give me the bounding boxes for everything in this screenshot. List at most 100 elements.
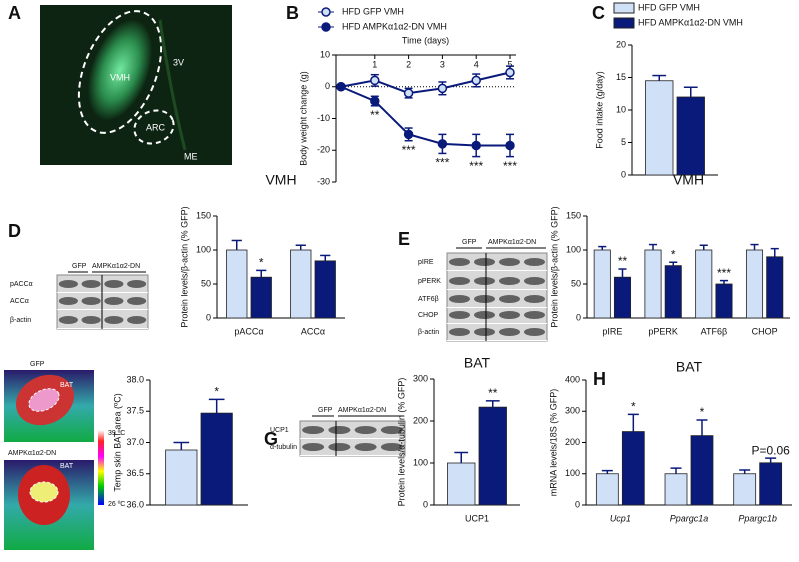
x-tick-label: 4	[474, 59, 479, 69]
western-blot: GFP AMPKα1α2-DN UCP1 α-tubulin	[270, 407, 404, 451]
error-bar	[320, 254, 331, 261]
blot-group: AMPKα1α2-DN	[92, 263, 140, 270]
y-axis-title: mRNA levels/18S (% GFP)	[548, 389, 558, 497]
y-tick-label: 200	[565, 437, 580, 447]
blot-band	[524, 277, 545, 285]
blot-row-label: CHOP	[418, 312, 439, 319]
bar	[690, 435, 714, 506]
y-tick-label: 100	[566, 244, 581, 254]
x-tick-label: UCP1	[465, 513, 489, 523]
blot-band	[524, 311, 545, 319]
legend-label: HFD GFP VMH	[638, 2, 700, 12]
error-bar	[598, 245, 607, 250]
blot-band	[449, 258, 470, 266]
blot-group: AMPKα1α2-DN	[488, 239, 536, 246]
panel-letter: H	[593, 369, 606, 389]
blot-band	[380, 443, 403, 451]
blot-band	[127, 280, 147, 288]
y-tick-label: 100	[413, 457, 428, 467]
blot-band	[524, 258, 545, 266]
bar	[595, 473, 619, 506]
x-tick-label: pACCα	[234, 326, 263, 336]
significance: ***	[402, 143, 416, 157]
significance: *	[214, 385, 219, 399]
y-tick-label: 50	[201, 278, 211, 288]
point	[403, 88, 414, 98]
bar	[165, 449, 198, 506]
legend-label: HFD AMPKα1α2-DN VMH	[638, 17, 743, 27]
blot-row-label: α-tubulin	[270, 444, 297, 451]
y-tick-label: -10	[317, 113, 330, 123]
error-bar	[173, 441, 190, 450]
bar	[745, 249, 764, 319]
significance: **	[370, 108, 380, 122]
blot-band	[302, 443, 325, 451]
y-tick-label: 37.0	[126, 437, 144, 447]
bar	[593, 249, 611, 319]
y-axis-title: Temp skin BAT area (ºC)	[112, 393, 122, 491]
blot-row-label: β-actin	[418, 329, 439, 336]
blot-band	[524, 328, 545, 336]
bar	[766, 256, 784, 319]
blot-row-label: pACCα	[10, 281, 33, 288]
blot-band	[127, 297, 147, 305]
thermal-images: GFP BAT AMPKα1α2-DN BAT 39 ºC 26 ºC	[4, 361, 125, 550]
y-tick-label: 150	[196, 210, 211, 220]
blot-row-label: β-actin	[10, 317, 31, 324]
y-tick-label: 0	[621, 169, 626, 179]
y-tick-label: 150	[566, 210, 581, 220]
blot-group: GFP	[462, 239, 477, 246]
x-tick-label: Ppargc1a	[670, 513, 709, 523]
blot-band	[354, 426, 377, 434]
y-tick-label: 37.5	[126, 406, 144, 416]
error-bar	[683, 86, 698, 97]
bar	[613, 276, 632, 319]
error-bar	[765, 457, 777, 463]
error-bar	[739, 469, 751, 474]
y-tick-label: 36.5	[126, 468, 144, 478]
blot-band	[328, 426, 351, 434]
blot-band	[474, 328, 495, 336]
blot-band	[104, 280, 124, 288]
x-tick-label: CHOP	[752, 326, 778, 336]
series-line	[340, 71, 511, 95]
y-tick-label: 5	[621, 137, 626, 147]
significance: P=0.06	[751, 443, 790, 457]
y-tick-label: 0	[206, 312, 211, 322]
y-tick-label: 38.0	[126, 374, 144, 384]
legend-marker	[321, 7, 331, 17]
error-bar	[627, 413, 639, 432]
y-tick-label: 50	[571, 278, 581, 288]
y-tick-label: 300	[565, 406, 580, 416]
blot-group: AMPKα1α2-DN	[338, 407, 386, 414]
error-bar	[454, 451, 469, 463]
blot-row-label: pIRE	[418, 259, 434, 266]
error-bar	[256, 269, 267, 278]
legend-label: HFD GFP VMH	[342, 6, 404, 16]
blot-band	[474, 311, 495, 319]
panel-letter: G	[264, 429, 278, 449]
y-tick-label: 0	[576, 312, 581, 322]
error-bar	[485, 400, 500, 408]
bar	[200, 412, 233, 506]
scale-label: 39 ºC	[108, 430, 125, 437]
bar	[664, 265, 682, 319]
blot-band	[524, 295, 545, 303]
y-tick-label: 100	[196, 244, 211, 254]
y-tick-label: -30	[317, 176, 330, 186]
error-bar	[770, 247, 779, 257]
blot-band	[449, 277, 470, 285]
blot-row-label: ATF6β	[418, 296, 439, 303]
bar	[733, 473, 757, 506]
western-blot: GFP AMPKα1α2-DN pACCα ACCα β-actin	[10, 263, 146, 324]
bar	[759, 462, 783, 506]
significance: *	[631, 400, 636, 414]
blot-band	[127, 316, 147, 324]
panel-letter: C	[592, 3, 605, 23]
legend-swatch	[613, 2, 635, 14]
x-axis-title: Time (days)	[402, 35, 449, 45]
blot-band	[328, 443, 351, 451]
chart-title: BAT	[676, 359, 703, 375]
x-tick-label: pIRE	[602, 326, 622, 336]
blot-band	[474, 277, 495, 285]
